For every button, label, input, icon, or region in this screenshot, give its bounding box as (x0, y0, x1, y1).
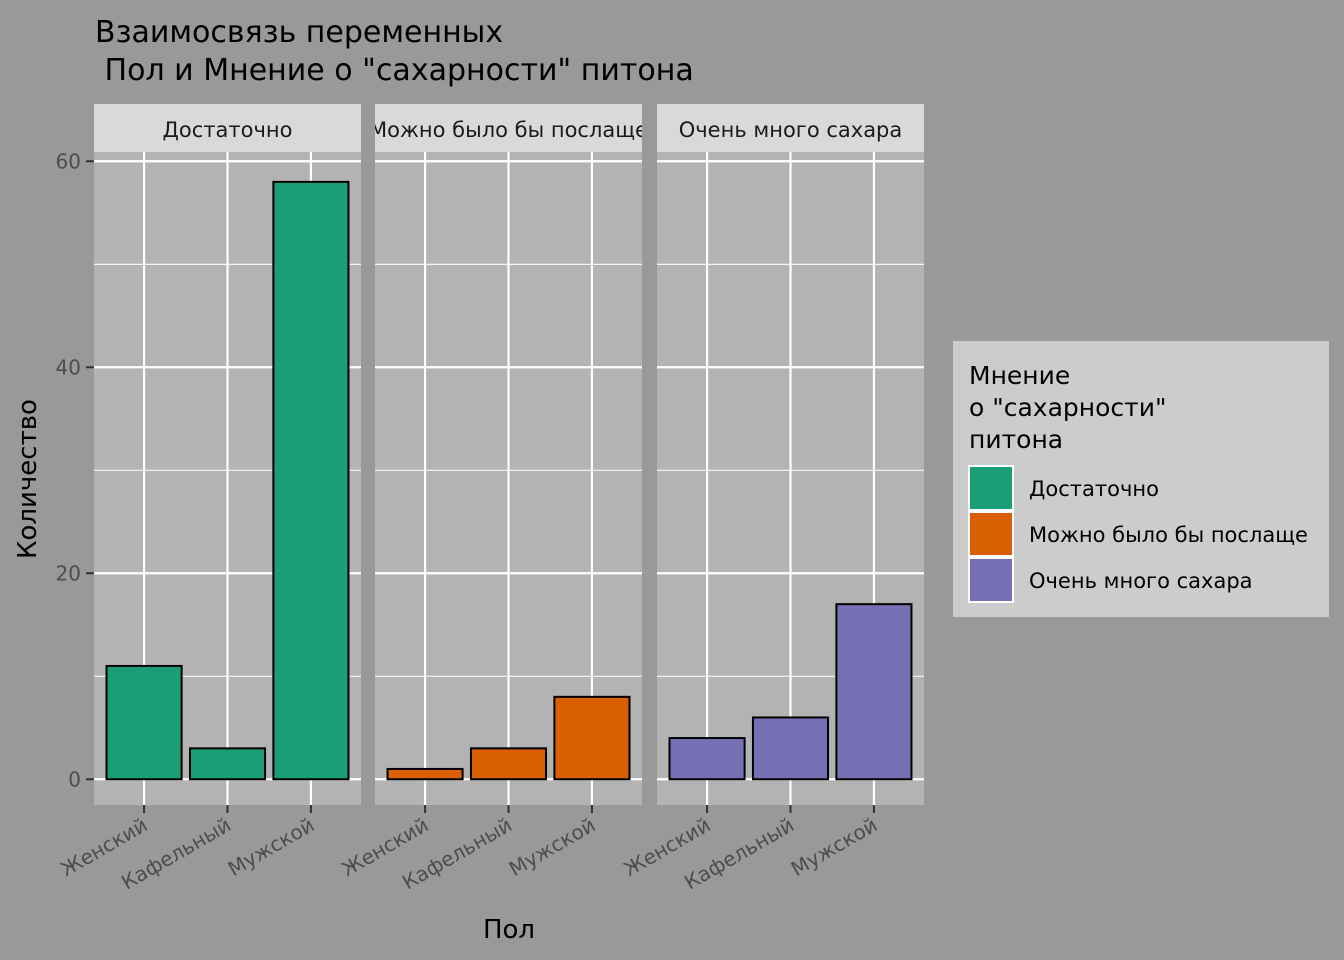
bar (386, 767, 464, 781)
legend-swatch (970, 559, 1012, 601)
legend: Мнение о "сахарности" питона Достаточно Можн… (953, 341, 1329, 617)
bar (553, 695, 631, 781)
legend-label: Можно было бы послаще (1029, 523, 1308, 547)
y-axis-title: Количество (13, 399, 43, 559)
legend-swatch (970, 513, 1012, 555)
legend-label: Достаточно (1029, 477, 1159, 501)
legend-title-line: питона (969, 425, 1063, 454)
y-tick-label: 20 (56, 561, 81, 585)
facet-panel: Можно было бы послащеЖенскийКафельныйМуж… (337, 104, 648, 894)
chart-title-line-2: Пол и Мнение о "сахарности" питона (95, 53, 694, 88)
facet-strip (375, 104, 642, 152)
facet-panel: Очень много сахараЖенскийКафельныйМужско… (619, 104, 924, 894)
y-tick-label: 40 (56, 355, 81, 379)
bar (668, 737, 746, 781)
bar (272, 180, 350, 781)
legend-title-line: о "сахарности" (969, 393, 1167, 422)
bar (751, 716, 830, 781)
y-axis: 0 20 40 60 (56, 149, 94, 791)
legend-swatch (970, 467, 1012, 509)
y-tick-label: 0 (68, 767, 81, 791)
legend-label: Очень много сахара (1029, 569, 1253, 593)
bar (835, 603, 913, 781)
legend-background (953, 341, 1329, 617)
facet-strip-label: Можно было бы послаще (369, 118, 648, 142)
legend-title-line: Мнение (969, 361, 1070, 390)
chart-title-line-1: Взаимосвязь переменных (95, 15, 503, 50)
y-tick-label: 60 (56, 149, 81, 173)
bar (188, 747, 267, 781)
facet-strip-label: Очень много сахара (679, 118, 903, 142)
x-axis-title: Пол (483, 915, 535, 945)
bar (469, 747, 548, 781)
facet-strip (94, 104, 361, 152)
facet-strip-label: Достаточно (163, 118, 293, 142)
bar (105, 664, 183, 781)
facet-strip (657, 104, 924, 152)
